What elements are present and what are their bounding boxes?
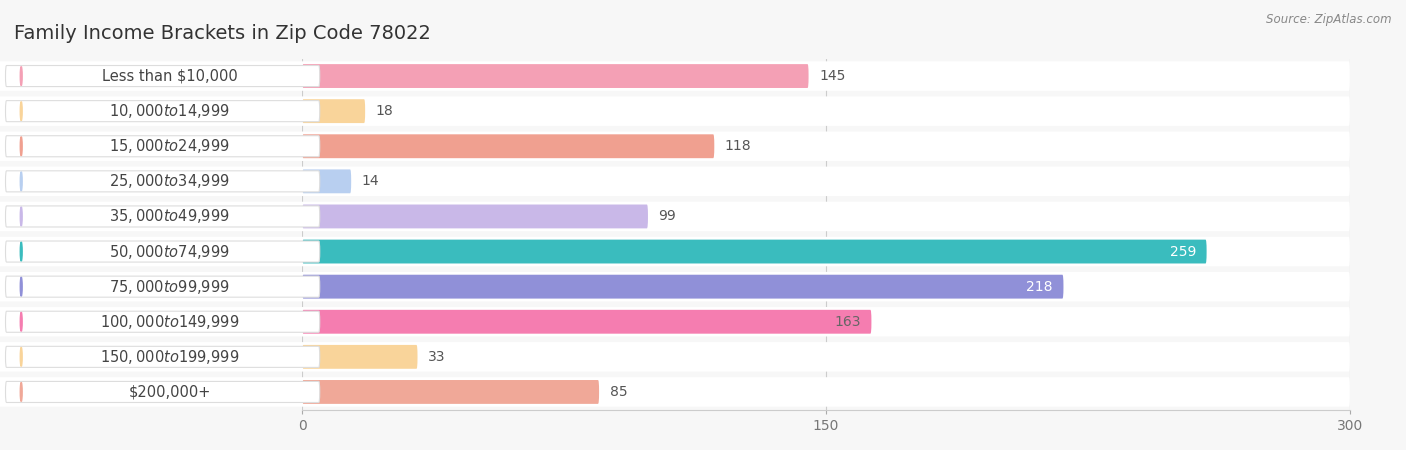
Text: $25,000 to $34,999: $25,000 to $34,999 (110, 172, 231, 190)
FancyBboxPatch shape (0, 307, 1350, 337)
Circle shape (20, 102, 22, 121)
Text: $100,000 to $149,999: $100,000 to $149,999 (100, 313, 239, 331)
FancyBboxPatch shape (302, 345, 418, 369)
Text: 118: 118 (724, 139, 751, 153)
Text: $15,000 to $24,999: $15,000 to $24,999 (110, 137, 231, 155)
FancyBboxPatch shape (302, 134, 714, 158)
FancyBboxPatch shape (302, 274, 1063, 299)
FancyBboxPatch shape (0, 96, 1350, 126)
FancyBboxPatch shape (302, 169, 352, 194)
Circle shape (20, 242, 22, 261)
FancyBboxPatch shape (6, 276, 319, 297)
Text: $75,000 to $99,999: $75,000 to $99,999 (110, 278, 231, 296)
FancyBboxPatch shape (0, 166, 1350, 196)
Circle shape (20, 67, 22, 86)
Circle shape (20, 172, 22, 191)
Text: 85: 85 (610, 385, 627, 399)
FancyBboxPatch shape (0, 202, 1350, 231)
Text: $200,000+: $200,000+ (128, 384, 211, 400)
Text: 259: 259 (1170, 244, 1197, 259)
Text: 14: 14 (361, 174, 380, 189)
FancyBboxPatch shape (0, 237, 1350, 266)
FancyBboxPatch shape (6, 346, 319, 367)
FancyBboxPatch shape (6, 311, 319, 332)
FancyBboxPatch shape (302, 204, 648, 229)
Text: 18: 18 (375, 104, 394, 118)
FancyBboxPatch shape (6, 241, 319, 262)
FancyBboxPatch shape (302, 99, 366, 123)
FancyBboxPatch shape (6, 66, 319, 86)
FancyBboxPatch shape (302, 310, 872, 334)
Text: $50,000 to $74,999: $50,000 to $74,999 (110, 243, 231, 261)
Text: $35,000 to $49,999: $35,000 to $49,999 (110, 207, 231, 225)
Circle shape (20, 382, 22, 401)
FancyBboxPatch shape (6, 171, 319, 192)
Circle shape (20, 137, 22, 156)
Text: 33: 33 (427, 350, 446, 364)
Text: Source: ZipAtlas.com: Source: ZipAtlas.com (1267, 14, 1392, 27)
FancyBboxPatch shape (302, 380, 599, 404)
FancyBboxPatch shape (302, 64, 808, 88)
FancyBboxPatch shape (0, 272, 1350, 302)
Text: Less than $10,000: Less than $10,000 (101, 68, 238, 84)
Text: 99: 99 (658, 209, 676, 224)
Text: 218: 218 (1026, 279, 1053, 294)
Circle shape (20, 277, 22, 296)
FancyBboxPatch shape (6, 101, 319, 122)
Circle shape (20, 347, 22, 366)
Text: $10,000 to $14,999: $10,000 to $14,999 (110, 102, 231, 120)
FancyBboxPatch shape (302, 239, 1206, 264)
FancyBboxPatch shape (6, 206, 319, 227)
Circle shape (20, 207, 22, 226)
FancyBboxPatch shape (6, 136, 319, 157)
Text: 163: 163 (834, 315, 860, 329)
Circle shape (20, 312, 22, 331)
FancyBboxPatch shape (0, 342, 1350, 372)
Text: Family Income Brackets in Zip Code 78022: Family Income Brackets in Zip Code 78022 (14, 24, 430, 43)
FancyBboxPatch shape (0, 131, 1350, 161)
FancyBboxPatch shape (0, 377, 1350, 407)
FancyBboxPatch shape (6, 382, 319, 402)
Text: 145: 145 (820, 69, 845, 83)
FancyBboxPatch shape (0, 61, 1350, 91)
Text: $150,000 to $199,999: $150,000 to $199,999 (100, 348, 239, 366)
